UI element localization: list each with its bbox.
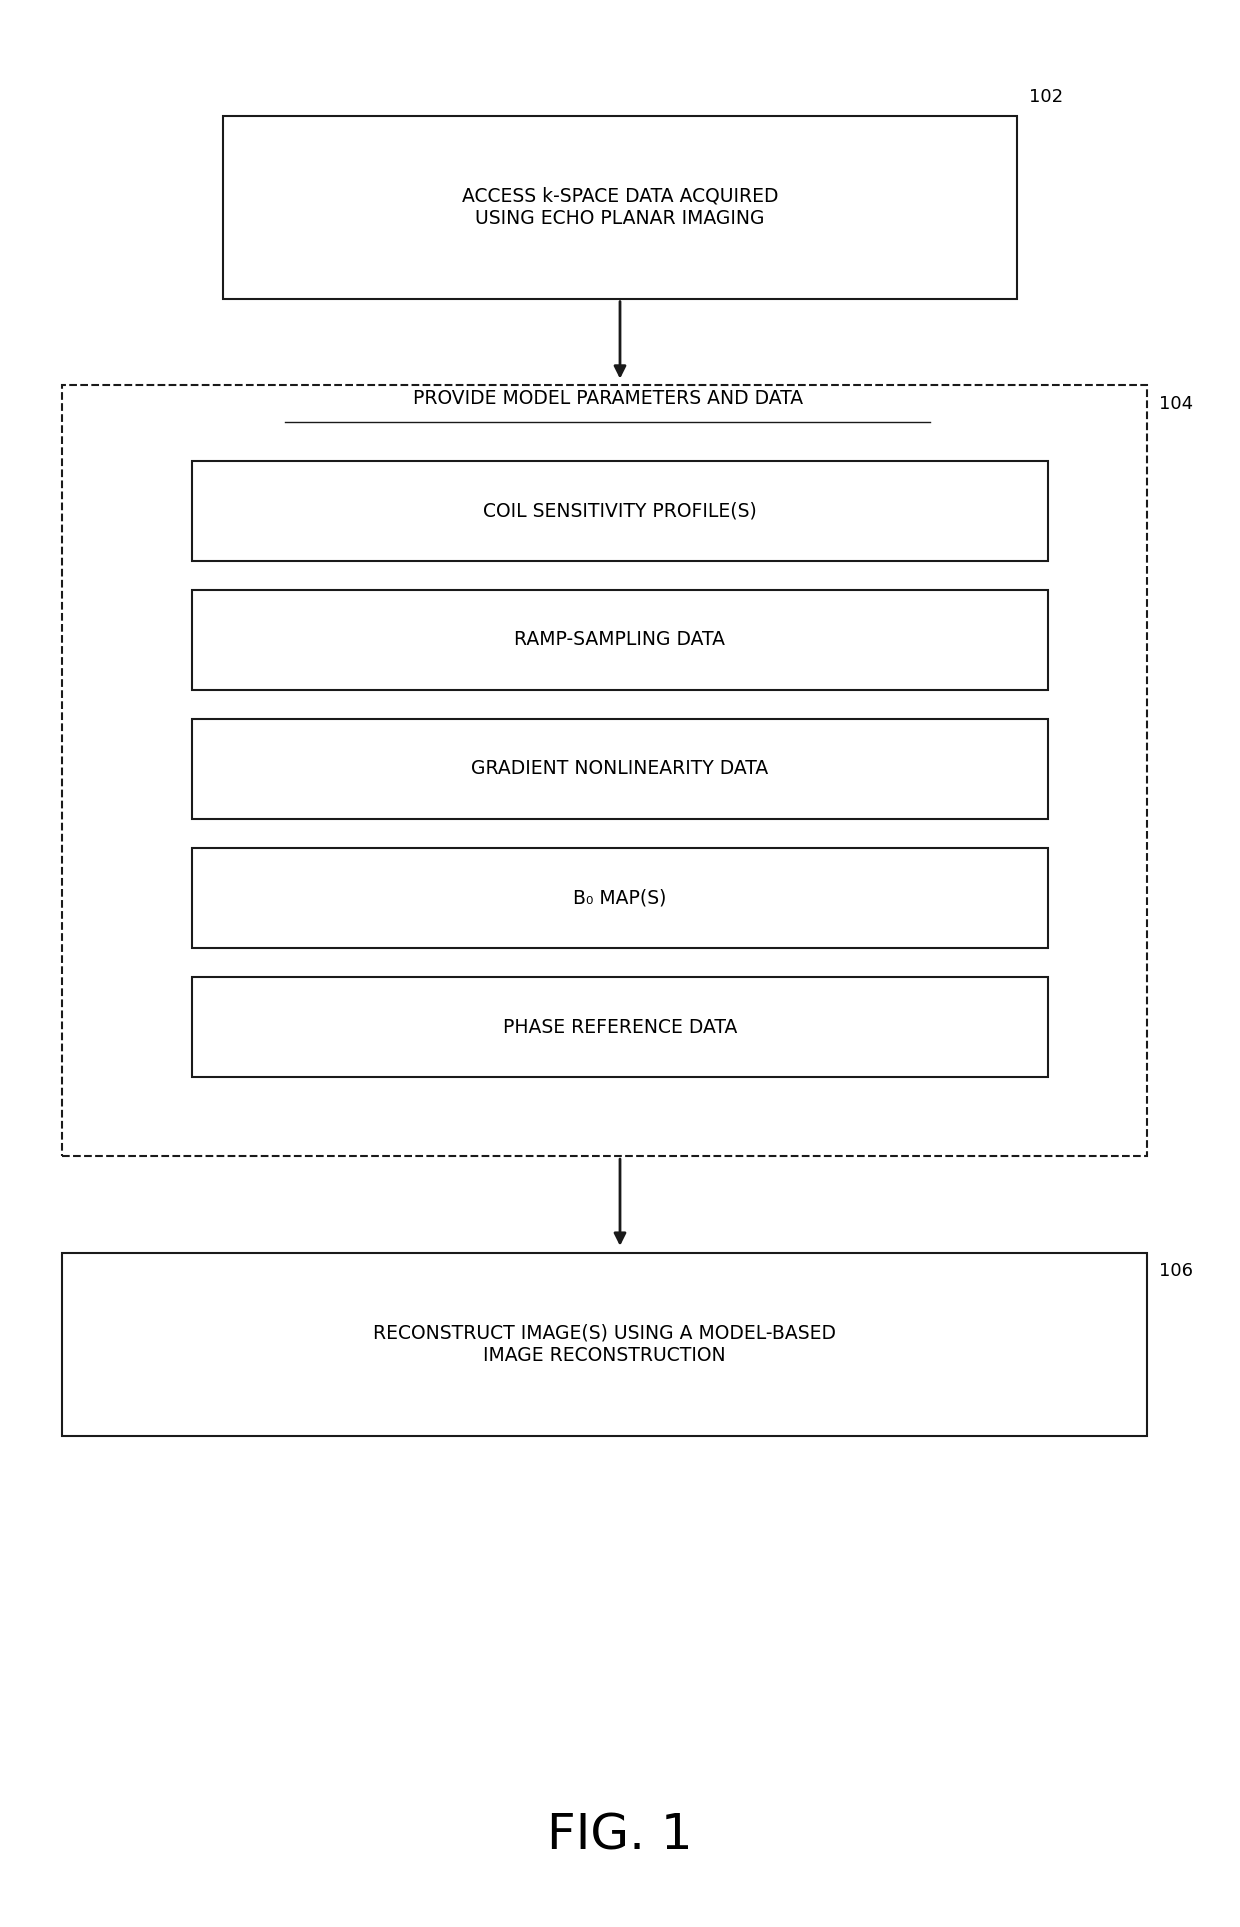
FancyBboxPatch shape	[62, 1253, 1147, 1436]
Text: B₀ MAP(S): B₀ MAP(S)	[573, 888, 667, 908]
Text: COIL SENSITIVITY PROFILE(S): COIL SENSITIVITY PROFILE(S)	[484, 501, 756, 520]
Text: PHASE REFERENCE DATA: PHASE REFERENCE DATA	[502, 1017, 738, 1037]
FancyBboxPatch shape	[192, 719, 1048, 819]
FancyBboxPatch shape	[223, 116, 1017, 299]
Text: RECONSTRUCT IMAGE(S) USING A MODEL-BASED
IMAGE RECONSTRUCTION: RECONSTRUCT IMAGE(S) USING A MODEL-BASED…	[373, 1324, 836, 1364]
FancyBboxPatch shape	[192, 590, 1048, 690]
Text: GRADIENT NONLINEARITY DATA: GRADIENT NONLINEARITY DATA	[471, 759, 769, 779]
FancyBboxPatch shape	[192, 848, 1048, 948]
Text: FIG. 1: FIG. 1	[547, 1811, 693, 1860]
Text: 106: 106	[1159, 1262, 1193, 1280]
Text: PROVIDE MODEL PARAMETERS AND DATA: PROVIDE MODEL PARAMETERS AND DATA	[413, 389, 802, 409]
Text: 104: 104	[1159, 395, 1194, 412]
FancyBboxPatch shape	[192, 977, 1048, 1077]
FancyBboxPatch shape	[192, 461, 1048, 561]
Text: 102: 102	[1029, 89, 1064, 106]
Text: ACCESS k-SPACE DATA ACQUIRED
USING ECHO PLANAR IMAGING: ACCESS k-SPACE DATA ACQUIRED USING ECHO …	[461, 187, 779, 227]
Text: RAMP-SAMPLING DATA: RAMP-SAMPLING DATA	[515, 630, 725, 649]
